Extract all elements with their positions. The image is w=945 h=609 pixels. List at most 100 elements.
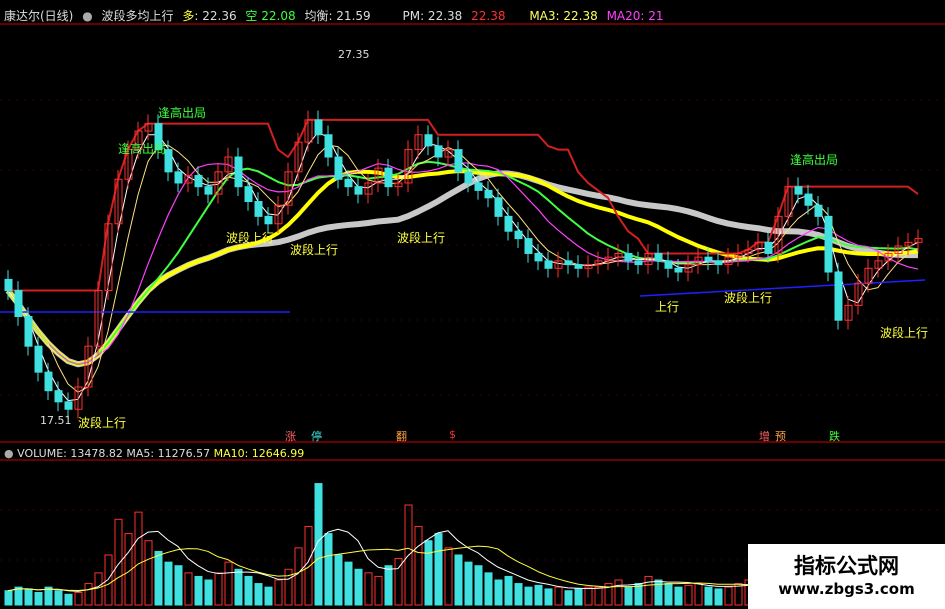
volume-bar bbox=[64, 593, 73, 606]
volume-bar bbox=[714, 588, 723, 606]
volume-bar bbox=[264, 586, 273, 606]
volume-bar bbox=[464, 561, 473, 606]
event-marker[interactable]: 停 bbox=[311, 430, 322, 443]
volume-bar bbox=[514, 583, 523, 606]
candle-body bbox=[824, 215, 833, 273]
candle-body bbox=[74, 386, 83, 410]
candle-body bbox=[724, 256, 733, 266]
candle-body bbox=[734, 252, 743, 258]
candle-body bbox=[744, 249, 753, 254]
watermark: 指标公式网 www.zbgs3.com bbox=[748, 544, 945, 609]
volume-bar bbox=[204, 579, 213, 606]
candle-body bbox=[314, 119, 323, 136]
candle-body bbox=[804, 193, 813, 206]
event-marker[interactable]: 涨 bbox=[285, 430, 296, 443]
volume-bar bbox=[724, 586, 733, 606]
candle-body bbox=[694, 256, 703, 266]
wave-up-signal: 上行 bbox=[655, 300, 680, 314]
candle-body bbox=[224, 156, 233, 173]
volume-bar bbox=[574, 588, 583, 606]
candle-body bbox=[864, 267, 873, 284]
volume-bar bbox=[594, 586, 603, 606]
candle-body bbox=[674, 267, 683, 273]
candle-body bbox=[574, 264, 583, 269]
candle-body bbox=[564, 260, 573, 266]
candle-body bbox=[54, 390, 63, 403]
volume-bar bbox=[114, 518, 123, 606]
candle-body bbox=[524, 238, 533, 254]
candle-body bbox=[444, 149, 453, 158]
candle-body bbox=[4, 278, 13, 292]
volume-bar bbox=[664, 583, 673, 606]
candle-body bbox=[604, 256, 613, 262]
candle-body bbox=[814, 204, 823, 217]
event-marker[interactable]: 增 bbox=[759, 430, 770, 443]
candle-body bbox=[44, 371, 53, 392]
candle-body bbox=[334, 156, 343, 180]
volume-bar bbox=[474, 565, 483, 606]
volume-bar bbox=[374, 575, 383, 606]
candle-body bbox=[104, 223, 113, 292]
candle-body bbox=[904, 241, 913, 247]
volume-bar bbox=[434, 533, 443, 606]
volume-bar bbox=[584, 586, 593, 606]
volume-bar bbox=[684, 584, 693, 606]
event-marker[interactable]: 翻 bbox=[396, 430, 407, 443]
volume-bar bbox=[224, 561, 233, 606]
wave-up-signal: 波段上行 bbox=[78, 416, 127, 430]
volume-bar bbox=[694, 583, 703, 606]
ma3-value: MA3: 22.38 bbox=[529, 9, 598, 23]
volume-bar bbox=[74, 592, 83, 606]
volume-bar bbox=[414, 525, 423, 606]
candle-body bbox=[184, 175, 193, 184]
watermark-title: 指标公式网 bbox=[794, 554, 899, 578]
settings-icon[interactable]: ● bbox=[82, 9, 93, 23]
volume-bar bbox=[254, 583, 263, 606]
volume-bar bbox=[104, 554, 113, 606]
candle-body bbox=[24, 316, 33, 347]
candle-body bbox=[194, 175, 203, 188]
volume-bar bbox=[384, 565, 393, 606]
candle-body bbox=[754, 241, 763, 251]
volume-bar bbox=[554, 586, 563, 606]
volume-bar bbox=[544, 588, 553, 606]
volume-bar bbox=[354, 568, 363, 606]
volume-bar bbox=[154, 550, 163, 606]
volume-bar bbox=[704, 586, 713, 606]
candle-body bbox=[644, 252, 653, 266]
volume-bar bbox=[84, 583, 93, 606]
candle-body bbox=[234, 156, 243, 188]
volume-bar bbox=[274, 579, 283, 606]
candle-body bbox=[504, 215, 513, 232]
candle-body bbox=[484, 189, 493, 199]
candle-body bbox=[404, 149, 413, 184]
candle-body bbox=[784, 186, 793, 217]
indicator-name: 波段多均上行 bbox=[101, 9, 174, 23]
event-marker[interactable]: $ bbox=[449, 428, 456, 441]
candle-body bbox=[884, 252, 893, 262]
candle-body bbox=[874, 260, 883, 269]
volume-value: VOLUME: 13478.82 bbox=[17, 447, 123, 460]
volume-bar bbox=[184, 572, 193, 606]
candle-body bbox=[84, 345, 93, 388]
volume-bar bbox=[404, 504, 413, 606]
event-marker[interactable]: 预 bbox=[775, 430, 786, 443]
long-label: 多 bbox=[182, 9, 195, 23]
volume-bar bbox=[244, 575, 253, 606]
candle-body bbox=[794, 186, 803, 195]
candle-body bbox=[254, 201, 263, 217]
settings-icon[interactable]: ● bbox=[4, 447, 14, 460]
candle-body bbox=[714, 260, 723, 266]
blue-base-line bbox=[639, 279, 926, 297]
volume-bar bbox=[734, 583, 743, 606]
stock-name: 康达尔(日线) bbox=[4, 9, 74, 23]
volume-header: ● VOLUME: 13478.82 MA5: 11276.57 MA10: 1… bbox=[4, 447, 304, 460]
volume-bar bbox=[294, 547, 303, 606]
wave-up-signal: 波段上行 bbox=[226, 231, 275, 245]
candle-body bbox=[304, 119, 313, 143]
event-marker[interactable]: 跌 bbox=[829, 430, 840, 443]
volume-bar bbox=[14, 586, 23, 606]
long-value: : 22.36 bbox=[194, 9, 237, 23]
candle-body bbox=[354, 186, 363, 195]
red-value: 22.38 bbox=[471, 9, 506, 23]
